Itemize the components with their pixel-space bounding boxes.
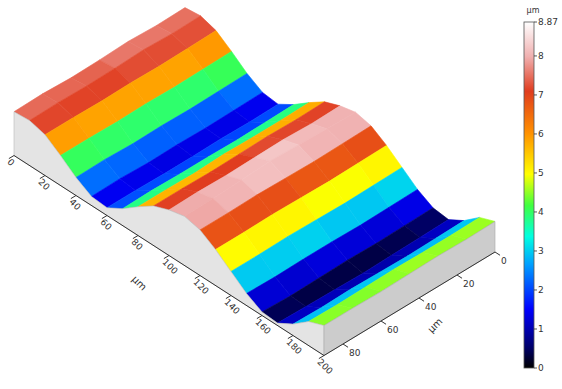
x-tick-label: 20 xyxy=(36,177,51,192)
color-bar-tick xyxy=(534,133,537,134)
x-axis-line xyxy=(14,156,324,356)
y-tick-label: 40 xyxy=(425,302,437,312)
x-tick-label: 40 xyxy=(67,197,82,212)
axes: 0 20 40 60 80 100 120 140 160 180 200 0 20 40 60 80 µm µm xyxy=(5,156,507,377)
x-axis-title: µm xyxy=(130,273,149,292)
x-tick-label: 120 xyxy=(191,277,210,296)
color-bar-tick xyxy=(534,22,537,23)
color-bar-tick xyxy=(534,172,537,173)
side-wall xyxy=(324,221,495,355)
y-tick xyxy=(343,344,348,347)
x-tick-label: 160 xyxy=(253,317,272,336)
color-bar-tick xyxy=(534,250,537,251)
color-bar-tick-label: 7 xyxy=(538,90,544,100)
y-tick xyxy=(457,275,462,278)
color-bar-tick-label: 3 xyxy=(538,246,544,256)
side-wall xyxy=(14,112,324,356)
y-axis-line xyxy=(324,252,495,356)
color-bar: 0 1 2 3 4 5 6 7 8 8.87 µm xyxy=(524,6,558,373)
x-tick-label: 100 xyxy=(160,257,179,276)
color-bar-tick xyxy=(534,94,537,95)
surface-plot xyxy=(14,8,495,356)
y-tick-label: 60 xyxy=(387,325,399,335)
y-tick-label: 20 xyxy=(463,279,475,289)
color-bar-tick xyxy=(534,328,537,329)
color-bar-tick-label: 0 xyxy=(538,363,544,373)
color-bar-tick-label: 4 xyxy=(538,207,544,217)
x-tick-label: 180 xyxy=(284,337,303,356)
y-tick-label: 80 xyxy=(349,348,361,358)
color-bar-title: µm xyxy=(527,6,540,15)
x-tick-label: 140 xyxy=(222,297,241,316)
y-tick xyxy=(381,321,386,324)
color-bar-tick xyxy=(534,55,537,56)
color-bar-tick-label: 5 xyxy=(538,168,544,178)
y-tick xyxy=(419,298,424,301)
x-tick-label: 80 xyxy=(129,237,144,252)
color-bar-tick xyxy=(534,289,537,290)
color-bar-tick-label: 6 xyxy=(538,129,544,139)
x-tick-label: 0 xyxy=(5,157,16,168)
x-tick-label: 60 xyxy=(98,217,113,232)
color-bar-tick xyxy=(534,368,537,369)
color-bar-tick-label: 2 xyxy=(538,285,544,295)
color-bar-tick-label: 8.87 xyxy=(538,17,558,27)
chart: 020406080100120140160180200020406080µmµm… xyxy=(0,0,562,389)
y-tick xyxy=(495,252,500,255)
x-tick-label: 200 xyxy=(315,357,334,376)
color-bar-scale xyxy=(524,22,534,368)
color-bar-tick-label: 1 xyxy=(538,324,544,334)
y-tick-label: 0 xyxy=(501,256,507,266)
color-bar-tick xyxy=(534,211,537,212)
color-bar-tick-label: 8 xyxy=(538,51,544,61)
y-axis-title: µm xyxy=(425,316,444,335)
